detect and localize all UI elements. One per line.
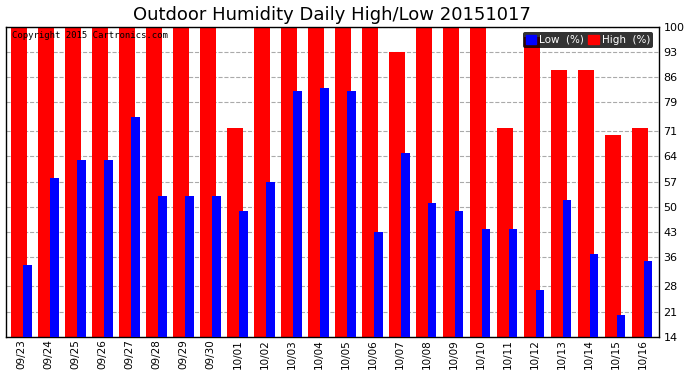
Bar <box>320 88 328 337</box>
Bar <box>563 200 571 337</box>
Bar <box>578 70 594 337</box>
Bar <box>401 153 410 337</box>
Bar <box>119 27 135 337</box>
Bar <box>497 128 513 337</box>
Bar <box>92 27 108 337</box>
Bar <box>509 228 518 337</box>
Bar <box>443 27 459 337</box>
Bar <box>173 27 189 337</box>
Bar <box>185 196 194 337</box>
Bar <box>335 27 351 337</box>
Bar <box>389 52 405 337</box>
Bar <box>131 117 139 337</box>
Bar <box>77 160 86 337</box>
Bar <box>524 38 540 337</box>
Bar <box>374 232 382 337</box>
Bar <box>239 210 248 337</box>
Bar <box>455 210 464 337</box>
Text: Copyright 2015 Cartronics.com: Copyright 2015 Cartronics.com <box>12 31 168 40</box>
Bar <box>416 27 432 337</box>
Bar <box>38 27 55 337</box>
Bar <box>632 128 648 337</box>
Bar <box>104 160 112 337</box>
Bar <box>536 290 544 337</box>
Bar <box>227 128 244 337</box>
Bar <box>50 178 59 337</box>
Bar <box>65 27 81 337</box>
Bar <box>254 27 270 337</box>
Bar <box>23 265 32 337</box>
Bar <box>362 27 378 337</box>
Bar <box>293 92 302 337</box>
Title: Outdoor Humidity Daily High/Low 20151017: Outdoor Humidity Daily High/Low 20151017 <box>133 6 531 24</box>
Bar <box>308 27 324 337</box>
Bar <box>428 203 437 337</box>
Bar <box>212 196 221 337</box>
Bar <box>11 27 28 337</box>
Bar <box>158 196 167 337</box>
Legend: Low  (%), High  (%): Low (%), High (%) <box>522 32 653 48</box>
Bar <box>281 27 297 337</box>
Bar <box>551 70 567 337</box>
Bar <box>644 261 652 337</box>
Bar <box>347 92 355 337</box>
Bar <box>470 27 486 337</box>
Bar <box>266 182 275 337</box>
Bar <box>200 27 216 337</box>
Bar <box>146 27 162 337</box>
Bar <box>605 135 621 337</box>
Bar <box>482 228 491 337</box>
Bar <box>617 315 625 337</box>
Bar <box>590 254 598 337</box>
